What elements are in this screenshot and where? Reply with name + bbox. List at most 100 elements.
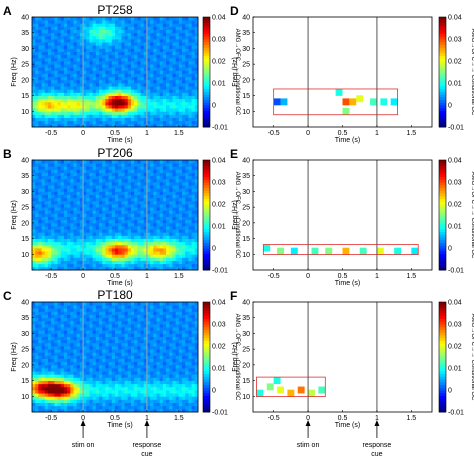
heatmap-cell (111, 17, 116, 21)
heatmap-cell (51, 229, 55, 233)
heatmap-cell (32, 311, 36, 315)
heatmap-cell (76, 32, 81, 37)
heatmap-cell (95, 393, 100, 397)
heatmap-cell (57, 390, 62, 394)
heatmap-cell (99, 117, 103, 122)
heatmap-cell (79, 327, 84, 331)
heatmap-cell (178, 244, 183, 249)
heatmap-cell (178, 120, 183, 125)
heatmap-cell (159, 29, 164, 34)
heatmap-cell (44, 194, 49, 199)
heatmap-cell (115, 374, 119, 378)
heatmap-cell (178, 73, 183, 78)
heatmap-cell (102, 163, 106, 167)
heatmap-cell (83, 263, 87, 268)
heatmap-cell (41, 210, 46, 214)
heatmap-cell (175, 175, 180, 180)
heatmap-cell (67, 305, 71, 309)
heatmap-cell (105, 70, 110, 74)
heatmap-cell (57, 123, 62, 128)
heatmap-cell (118, 314, 122, 319)
heatmap-cell (79, 355, 84, 359)
heatmap-cell (162, 194, 167, 199)
heatmap-cell (44, 314, 49, 319)
heatmap-cell (32, 175, 36, 180)
heatmap-cell (137, 219, 141, 224)
heatmap-cell (70, 79, 74, 84)
heatmap-cell (111, 244, 116, 249)
heatmap-cell (146, 216, 151, 221)
heatmap-cell (67, 324, 71, 328)
heatmap-cell (166, 35, 170, 40)
heatmap-cell (153, 86, 157, 90)
heatmap-cell (76, 226, 81, 230)
heatmap-cell (118, 114, 122, 118)
heatmap-cell (57, 229, 62, 233)
heatmap-cell (102, 204, 106, 208)
heatmap-cell (105, 232, 110, 236)
heatmap-cell (38, 23, 42, 27)
heatmap-cell (118, 204, 122, 208)
heatmap-cell (108, 191, 113, 195)
heatmap-cell (150, 235, 154, 239)
heatmap-cell (73, 54, 78, 59)
heatmap-cell (99, 374, 103, 378)
heatmap-cell (166, 61, 170, 65)
heatmap-cell (83, 32, 87, 37)
heatmap-cell (73, 374, 78, 378)
heatmap-cell (188, 48, 193, 52)
heatmap-cell (194, 17, 199, 21)
heatmap-cell (115, 226, 119, 230)
heatmap-cell (194, 207, 199, 211)
heatmap-cell (169, 222, 173, 227)
heatmap-cell (134, 188, 138, 192)
heatmap-cell (54, 185, 58, 189)
heatmap-cell (76, 200, 81, 205)
heatmap-cell (41, 32, 46, 37)
heatmap-cell (115, 405, 119, 410)
heatmap-cell (140, 160, 145, 164)
heatmap-cell (102, 89, 106, 93)
heatmap-cell (67, 197, 71, 202)
heatmap-cell (127, 408, 132, 413)
heatmap-cell (134, 314, 138, 319)
heatmap-cell (140, 95, 145, 100)
heatmap-cell (47, 254, 52, 258)
heatmap-cell (67, 98, 71, 103)
heatmap-cell (35, 361, 39, 366)
heatmap-cell (162, 260, 167, 265)
heatmap-cell (63, 92, 68, 96)
heatmap-cell (137, 241, 141, 246)
heatmap-cell (111, 185, 116, 189)
heatmap-cell (185, 95, 189, 100)
heatmap-cell (60, 349, 65, 353)
heatmap-cell (150, 114, 154, 118)
colorbar-swatch (203, 187, 210, 191)
heatmap-cell (105, 178, 110, 183)
heatmap-cell (63, 98, 68, 103)
heatmap-cell (35, 349, 39, 353)
heatmap-cell (115, 83, 119, 87)
heatmap-cell (105, 95, 110, 100)
heatmap-cell (99, 263, 103, 268)
heatmap-cell (121, 166, 125, 170)
heatmap-cell (95, 160, 100, 164)
heatmap-cell (182, 29, 186, 34)
heatmap-cell (63, 163, 68, 167)
heatmap-cell (191, 83, 196, 87)
heatmap-cell (73, 248, 78, 252)
heatmap-cell (70, 83, 74, 87)
heatmap-cell (108, 371, 113, 375)
heatmap-cell (79, 169, 84, 173)
heatmap-cell (153, 114, 157, 118)
heatmap-cell (102, 368, 106, 372)
heatmap-cell (178, 188, 183, 192)
heatmap-cell (185, 86, 189, 90)
heatmap-cell (137, 257, 141, 261)
heatmap-cell (178, 200, 183, 205)
heatmap-cell (70, 185, 74, 189)
heatmap-cell (130, 200, 135, 205)
heatmap-cell (95, 324, 100, 328)
heatmap-cell (76, 101, 81, 106)
heatmap-cell (79, 163, 84, 167)
